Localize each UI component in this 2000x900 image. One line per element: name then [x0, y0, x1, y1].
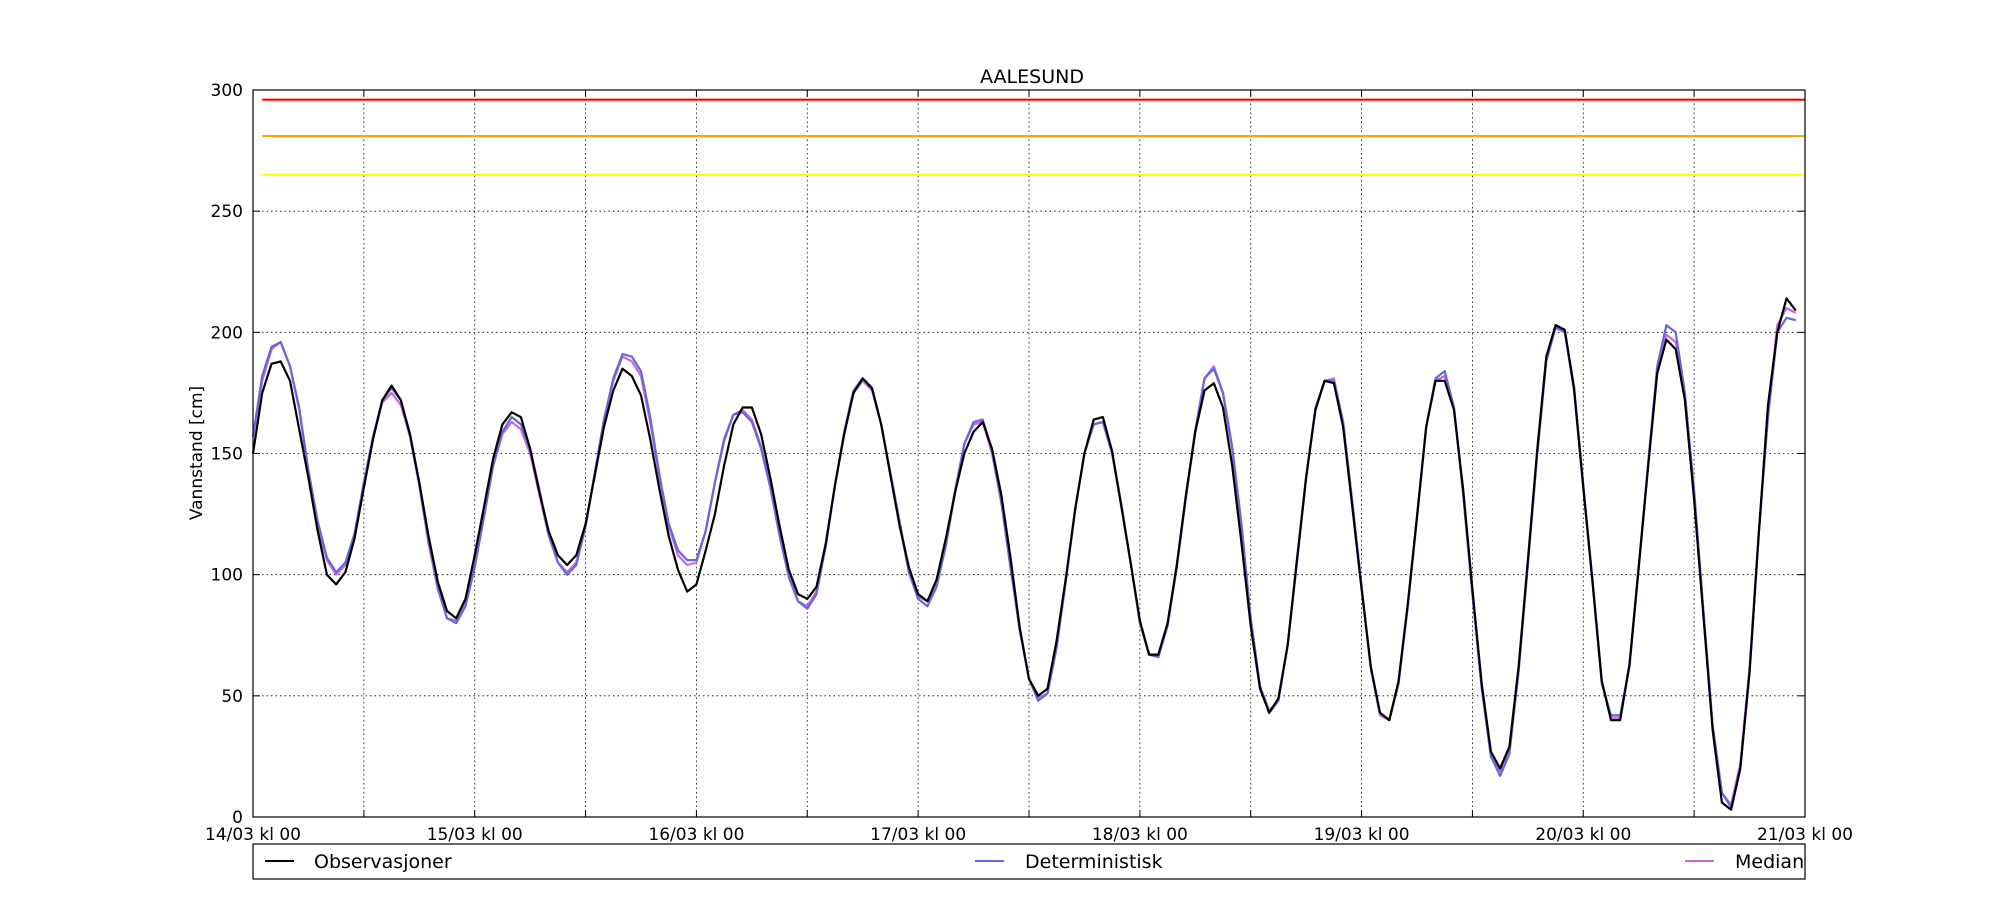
x-tick-label: 14/03 kl 00 — [205, 825, 301, 845]
series-line-deterministisk — [251, 316, 1797, 809]
data-series — [251, 297, 1797, 811]
y-tick-label: 0 — [232, 808, 243, 828]
legend-frame — [252, 843, 1806, 880]
y-tick-label: 150 — [211, 445, 243, 465]
y-tick-label: 100 — [211, 566, 243, 586]
x-tick-labels: 14/03 kl 00 15/03 kl 00 16/03 kl 00 17/03 k… — [205, 825, 1853, 845]
x-tick-label: 15/03 kl 00 — [427, 825, 523, 845]
series-line-observasjoner — [251, 297, 1797, 811]
x-tick-label: 18/03 kl 00 — [1092, 825, 1188, 845]
y-tick-label: 200 — [211, 323, 243, 343]
y-tick-label: 50 — [221, 687, 243, 707]
x-tick-label: 16/03 kl 00 — [648, 825, 744, 845]
axis-ticks — [252, 89, 1806, 818]
grid-lines — [253, 90, 1805, 817]
x-tick-label: 21/03 kl 00 — [1757, 825, 1853, 845]
y-axis-label: Vannstand [cm] — [187, 386, 207, 520]
legend-label-median: Median — [1735, 851, 1804, 873]
chart-title: AALESUND — [980, 66, 1084, 88]
x-tick-label: 20/03 kl 00 — [1535, 825, 1631, 845]
threshold-lines — [262, 98, 1805, 176]
x-tick-label: 17/03 kl 00 — [870, 825, 966, 845]
y-tick-label: 300 — [211, 81, 243, 101]
y-tick-labels: 0 50 100 150 200 250 300 — [211, 81, 243, 828]
legend-label-deterministisk: Deterministisk — [1025, 851, 1163, 873]
x-tick-label: 19/03 kl 00 — [1314, 825, 1410, 845]
series-line-median — [251, 307, 1797, 807]
legend: Observasjoner Deterministisk Median — [252, 843, 1806, 880]
legend-label-observasjoner: Observasjoner — [314, 851, 452, 873]
y-tick-label: 250 — [211, 202, 243, 222]
